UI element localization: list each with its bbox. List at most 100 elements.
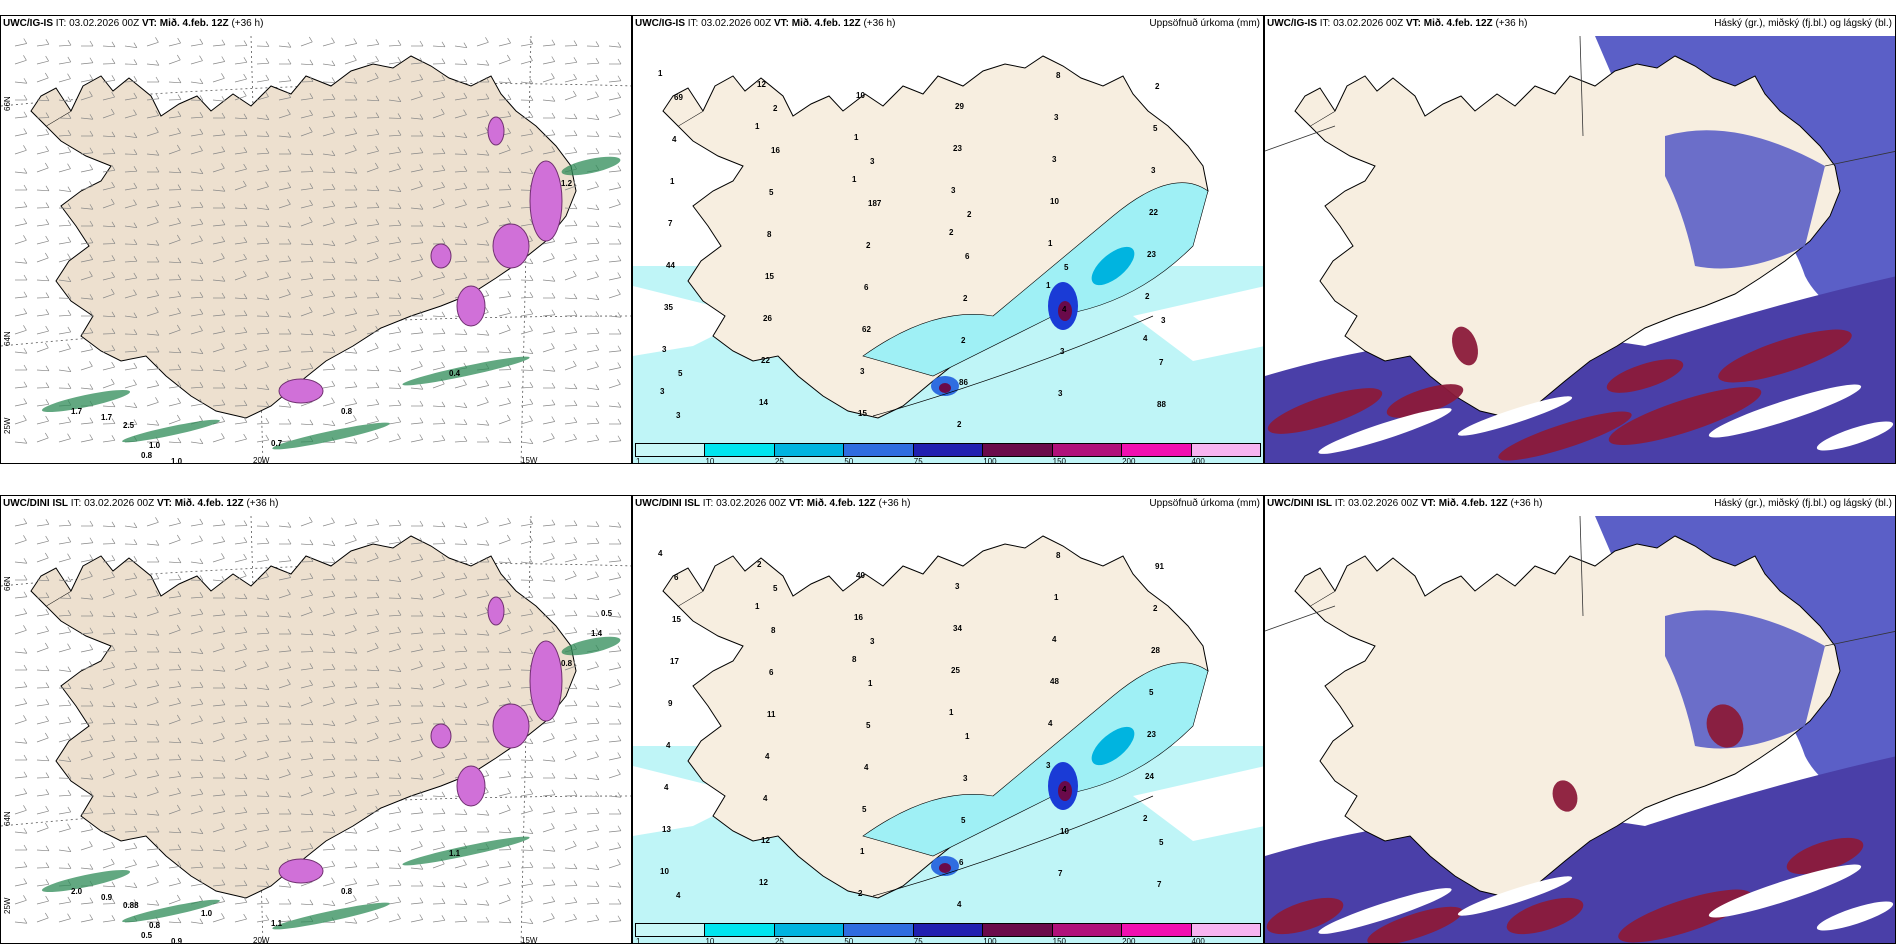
wind-barb-flag — [177, 307, 181, 314]
wind-barb-flag — [419, 237, 424, 243]
snow-area — [430, 243, 452, 269]
wind-barb-flag — [287, 718, 292, 725]
wind-barb — [432, 186, 445, 191]
wind-barb-flag — [617, 418, 622, 425]
wind-barb-flag — [155, 680, 160, 686]
wind-barb — [366, 630, 379, 635]
wind-barb — [432, 225, 445, 228]
wind-barb — [146, 115, 159, 119]
wind-barb — [410, 332, 423, 335]
wind-barb — [322, 882, 335, 887]
wind-barb-flag — [133, 735, 138, 742]
wind-barb-flag — [221, 253, 225, 259]
wind-barb — [234, 901, 247, 905]
wind-barb — [542, 61, 555, 65]
wind-barb-flag — [221, 416, 226, 422]
wind-barb — [322, 188, 335, 191]
wind-barb-flag — [507, 591, 512, 597]
wind-barb — [322, 278, 335, 281]
wind-barb — [520, 116, 533, 119]
wind-barb-flag — [199, 681, 204, 688]
wind-barb-flag — [177, 787, 181, 794]
wind-barb — [542, 614, 555, 617]
wind-barb — [102, 615, 115, 618]
wind-barb — [586, 96, 599, 101]
wind-barb — [102, 739, 115, 743]
wind-barb — [58, 44, 71, 47]
wind-barb-flag — [199, 805, 203, 811]
wind-barb — [300, 667, 313, 671]
wind-barb — [80, 777, 93, 780]
wind-barb-flag — [506, 144, 511, 151]
wind-barb-flag — [23, 828, 28, 834]
wind-barb — [146, 881, 159, 887]
precip-value-label: 4 — [765, 752, 770, 761]
wind-barb-flag — [441, 165, 446, 171]
wind-barb-flag — [221, 536, 226, 542]
wind-barb — [344, 43, 357, 47]
wind-barb — [388, 331, 401, 335]
wind-barb — [366, 99, 379, 102]
wind-barb-flag — [265, 361, 269, 367]
wind-barb-flag — [265, 594, 270, 600]
wind-speed-band — [41, 389, 131, 413]
graticule-15w — [520, 35, 532, 463]
wind-barb — [454, 740, 467, 743]
wind-barb — [366, 330, 379, 335]
wind-barb-flag — [440, 198, 445, 205]
wind-barb-flag — [199, 518, 204, 525]
wind-barb-flag — [397, 383, 402, 389]
wind-barb-flag — [45, 275, 50, 282]
wind-barb — [256, 169, 269, 173]
wind-barb-flag — [353, 788, 358, 794]
wind-barb — [542, 721, 555, 725]
wind-barb-flag — [243, 683, 248, 690]
wind-barb-flag — [419, 40, 424, 47]
wind-barb-flag — [617, 915, 622, 921]
wind-barb — [586, 207, 599, 211]
wind-barb — [498, 899, 511, 905]
wind-barb-flag — [529, 755, 534, 761]
wind-barb-flag — [199, 771, 204, 778]
wind-barb-flag — [67, 666, 72, 672]
wind-barb — [146, 848, 159, 851]
wind-barb-flag — [23, 168, 28, 174]
wind-barb-flag — [419, 774, 424, 780]
wind-barb-flag — [243, 913, 247, 920]
wind-barb-flag — [419, 700, 424, 707]
wind-barb-flag — [595, 271, 599, 277]
wind-barb — [454, 920, 467, 923]
precip-panel-bottom: UWC/DINI ISL IT: 03.02.2026 00Z VT: Mið.… — [632, 495, 1264, 944]
wind-barb-flag — [67, 863, 72, 869]
wind-barb — [476, 668, 489, 671]
wind-barb-flag — [353, 698, 358, 704]
wind-barb — [124, 225, 137, 229]
wind-barb — [410, 422, 423, 425]
wind-barb — [256, 152, 269, 155]
wind-barb-flag — [375, 185, 380, 192]
wind-barb-flag — [463, 555, 468, 562]
wind-barb-flag — [507, 217, 511, 224]
wind-barb-flag — [397, 666, 402, 672]
wind-barb-flag — [287, 702, 292, 708]
wind-barb — [300, 294, 313, 299]
wind-barb-flag — [176, 54, 181, 61]
wind-barb — [476, 333, 489, 336]
wind-barb — [168, 561, 181, 564]
panel-header: UWC/DINI ISL IT: 03.02.2026 00Z VT: Mið.… — [1, 496, 631, 512]
wind-barb-flag — [551, 276, 556, 282]
wind-barb-flag — [572, 570, 577, 577]
wind-barb-flag — [463, 719, 468, 725]
no-precip-gap — [1133, 766, 1263, 841]
precip-value-label: 15 — [672, 615, 681, 624]
wind-barb-flag — [441, 841, 445, 848]
wind-barb — [36, 43, 49, 47]
wind-barb-flag — [309, 199, 313, 206]
wind-barb-flag — [133, 539, 138, 545]
wind-barb-flag — [89, 271, 93, 277]
wind-barb-flag — [177, 607, 181, 614]
wind-barb — [432, 593, 445, 599]
wind-barb — [520, 81, 533, 85]
wind-barb — [124, 45, 137, 49]
wind-barb — [344, 921, 357, 924]
